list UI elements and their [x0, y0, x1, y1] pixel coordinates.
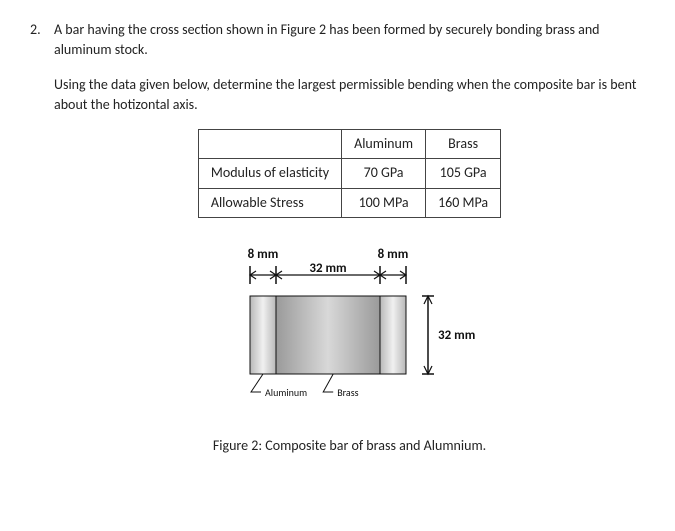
header-brass: Brass [426, 130, 501, 159]
row-label: Modulus of elasticity [198, 159, 341, 188]
question-number: 2. [30, 20, 54, 456]
svg-text:8 mm: 8 mm [377, 247, 408, 262]
cell: 160 MPa [426, 188, 501, 217]
figure-caption: Figure 2: Composite bar of brass and Alu… [54, 436, 645, 456]
table-row: Allowable Stress 100 MPa 160 MPa [198, 188, 500, 217]
cell: 105 GPa [426, 159, 501, 188]
svg-text:32 mm: 32 mm [438, 328, 475, 343]
svg-text:8 mm: 8 mm [247, 247, 278, 262]
header-aluminum: Aluminum [342, 130, 426, 159]
svg-text:Aluminum: Aluminum [265, 386, 307, 399]
svg-text:Brass: Brass [337, 386, 358, 399]
figure-svg: 8 mm 32 mm 8 mm 32 mm Aluminum Brass [200, 236, 500, 426]
cell: 70 GPa [342, 159, 426, 188]
header-empty-cell [198, 130, 341, 159]
question-block: 2. A bar having the cross section shown … [30, 20, 645, 456]
row-label: Allowable Stress [198, 188, 341, 217]
cell: 100 MPa [342, 188, 426, 217]
paragraph-1: A bar having the cross section shown in … [54, 20, 645, 61]
figure: 8 mm 32 mm 8 mm 32 mm Aluminum Brass Figure 2… [54, 236, 645, 456]
table-row: Modulus of elasticity 70 GPa 105 GPa [198, 159, 500, 188]
svg-text:32 mm: 32 mm [309, 261, 346, 276]
paragraph-2: Using the data given below, determine th… [54, 75, 645, 116]
question-body: A bar having the cross section shown in … [54, 20, 645, 456]
table-header-row: Aluminum Brass [198, 130, 500, 159]
material-table: Aluminum Brass Modulus of elasticity 70 … [198, 129, 501, 218]
